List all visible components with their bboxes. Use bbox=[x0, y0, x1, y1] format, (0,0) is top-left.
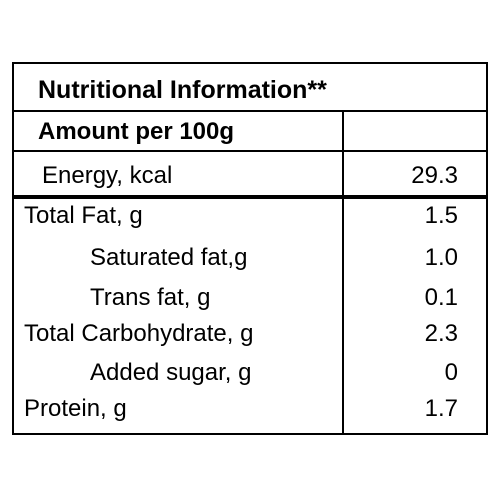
row-value: 1.5 bbox=[424, 202, 458, 229]
row-value: 29.3 bbox=[411, 162, 458, 189]
row-label: Saturated fat,g bbox=[90, 244, 248, 271]
row-label: Protein, g bbox=[24, 395, 127, 422]
row-value: 1.0 bbox=[424, 244, 458, 271]
row-value: 2.3 bbox=[424, 320, 458, 347]
row-value: 0 bbox=[444, 359, 458, 386]
thick-rule bbox=[14, 195, 486, 199]
row-label: Trans fat, g bbox=[90, 284, 211, 311]
nutrition-table: Nutritional Information** Amount per 100… bbox=[12, 62, 488, 435]
row-label: Added sugar, g bbox=[90, 359, 252, 386]
rule bbox=[14, 150, 486, 152]
row-value: 0.1 bbox=[424, 284, 458, 311]
row-label: Total Fat, g bbox=[24, 202, 143, 229]
row-label: Total Carbohydrate, g bbox=[24, 320, 254, 347]
subtitle: Amount per 100g bbox=[38, 118, 235, 145]
row-label: Energy, kcal bbox=[42, 162, 173, 189]
row-value: 1.7 bbox=[424, 395, 458, 422]
column-divider bbox=[342, 110, 344, 433]
title: Nutritional Information** bbox=[38, 76, 327, 104]
rule bbox=[14, 110, 486, 112]
